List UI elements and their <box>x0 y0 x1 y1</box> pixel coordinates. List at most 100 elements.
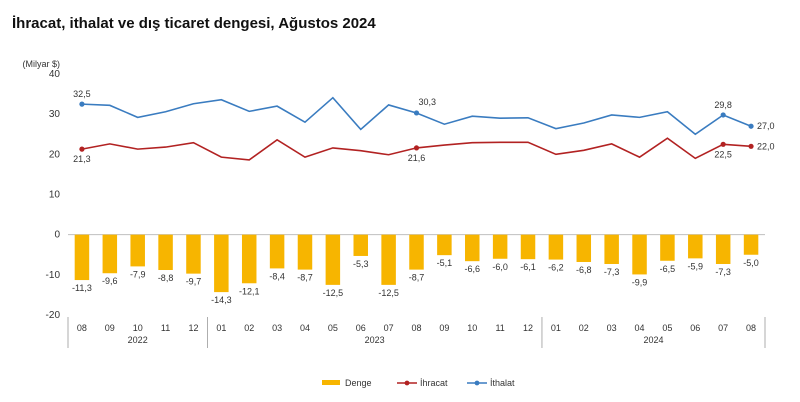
x-tick-label: 07 <box>718 323 728 333</box>
y-tick-label: -10 <box>46 270 61 281</box>
x-tick-label: 06 <box>356 323 366 333</box>
ihracat-marker <box>413 145 420 151</box>
bar-data-label: -5,1 <box>437 258 453 268</box>
x-tick-label: 05 <box>662 323 672 333</box>
chart-title: İhracat, ithalat ve dış ticaret dengesi,… <box>12 15 376 32</box>
bar-denge <box>715 234 731 264</box>
bar-denge <box>353 234 368 256</box>
legend-swatch-marker <box>474 380 480 386</box>
bar-denge <box>409 234 424 270</box>
legend-label: Denge <box>345 378 372 388</box>
legend-label: İhracat <box>420 378 448 388</box>
bar-data-label: -9,9 <box>632 277 648 287</box>
ithalat-line <box>81 96 752 136</box>
x-tick-label: 08 <box>77 323 87 333</box>
legend-swatch-denge <box>322 380 340 385</box>
bar-denge <box>492 234 508 259</box>
bar-denge <box>74 234 90 281</box>
y-tick-label: 40 <box>49 69 61 80</box>
x-tick-label: 06 <box>690 323 700 333</box>
bar-denge <box>158 234 173 271</box>
y-tick-label: 10 <box>49 190 61 201</box>
bar-data-label: -14,3 <box>211 295 232 305</box>
x-tick-label: 09 <box>439 323 449 333</box>
bar-denge <box>604 234 619 264</box>
bar-data-label: -6,8 <box>576 265 592 275</box>
bar-denge <box>381 234 396 285</box>
bar-data-label: -5,3 <box>353 259 369 269</box>
bar-denge <box>437 234 452 256</box>
bar-data-label: -6,2 <box>548 263 564 273</box>
y-tick-label: 0 <box>54 230 60 241</box>
ihracat-marker <box>748 143 754 149</box>
ithalat-marker <box>413 110 420 116</box>
bar-data-label: -6,6 <box>465 264 481 274</box>
ihracat-marker <box>79 146 85 152</box>
x-tick-label: 04 <box>635 323 645 333</box>
year-label: 2022 <box>128 335 148 345</box>
legend-label: İthalat <box>490 378 515 388</box>
x-tick-label: 02 <box>244 323 254 333</box>
x-tick-label: 01 <box>216 323 226 333</box>
year-label: 2023 <box>365 335 385 345</box>
ihracat-data-label: 21,3 <box>73 154 91 164</box>
bar-denge <box>214 234 229 293</box>
ihracat-data-label: 22,5 <box>714 149 732 159</box>
bar-denge <box>520 234 536 260</box>
bar-data-label: -7,3 <box>604 267 620 277</box>
x-tick-label: 12 <box>523 323 533 333</box>
bar-denge <box>576 234 592 262</box>
ihracat-data-label: 21,6 <box>408 153 426 163</box>
year-label: 2024 <box>643 335 663 345</box>
bar-denge <box>688 234 703 259</box>
bar-data-label: -12,5 <box>323 288 344 298</box>
bar-data-label: -9,6 <box>102 276 118 286</box>
bar-denge <box>241 234 257 284</box>
bar-denge <box>325 234 341 285</box>
bar-denge <box>186 234 201 274</box>
bar-data-label: -7,3 <box>715 267 731 277</box>
bar-denge <box>660 234 675 261</box>
y-tick-label: 20 <box>49 149 61 160</box>
x-tick-label: 03 <box>272 323 282 333</box>
x-tick-label: 10 <box>133 323 143 333</box>
bar-data-label: -5,9 <box>688 261 704 271</box>
x-tick-label: 10 <box>467 323 477 333</box>
x-tick-label: 07 <box>384 323 394 333</box>
x-tick-label: 08 <box>746 323 756 333</box>
x-tick-label: 09 <box>105 323 115 333</box>
x-tick-label: 11 <box>495 323 504 333</box>
ithalat-marker <box>79 101 85 107</box>
bar-data-label: -6,0 <box>492 262 508 272</box>
bar-denge <box>102 234 118 274</box>
x-tick-label: 01 <box>551 323 561 333</box>
x-tick-label: 05 <box>328 323 338 333</box>
bar-denge <box>548 234 564 260</box>
x-tick-label: 08 <box>411 323 421 333</box>
bar-data-label: -12,1 <box>239 286 260 296</box>
bar-data-label: -12,5 <box>378 288 399 298</box>
bar-data-label: -6,1 <box>520 262 536 272</box>
bar-data-label: -11,3 <box>72 283 92 293</box>
x-tick-label: 04 <box>300 323 310 333</box>
bar-data-label: -8,4 <box>269 271 285 281</box>
ithalat-data-label: 32,5 <box>73 89 91 99</box>
bar-data-label: -8,7 <box>409 273 425 283</box>
unit-label: (Milyar $) <box>23 59 61 69</box>
ithalat-data-label: 29,8 <box>714 100 732 110</box>
bar-denge <box>130 234 145 267</box>
x-tick-label: 11 <box>161 323 170 333</box>
bar-denge <box>743 234 759 255</box>
ihracat-marker <box>720 141 726 147</box>
ihracat-data-label: 22,0 <box>757 141 775 151</box>
x-tick-label: 02 <box>579 323 589 333</box>
bar-data-label: -8,8 <box>158 273 174 283</box>
legend-swatch-marker <box>404 380 410 386</box>
bar-denge <box>632 234 647 275</box>
bar-data-label: -6,5 <box>660 264 676 274</box>
bar-data-label: -8,7 <box>297 273 313 283</box>
x-tick-label: 03 <box>607 323 617 333</box>
bar-denge <box>297 234 313 270</box>
ithalat-marker <box>748 123 754 129</box>
x-tick-label: 12 <box>188 323 198 333</box>
